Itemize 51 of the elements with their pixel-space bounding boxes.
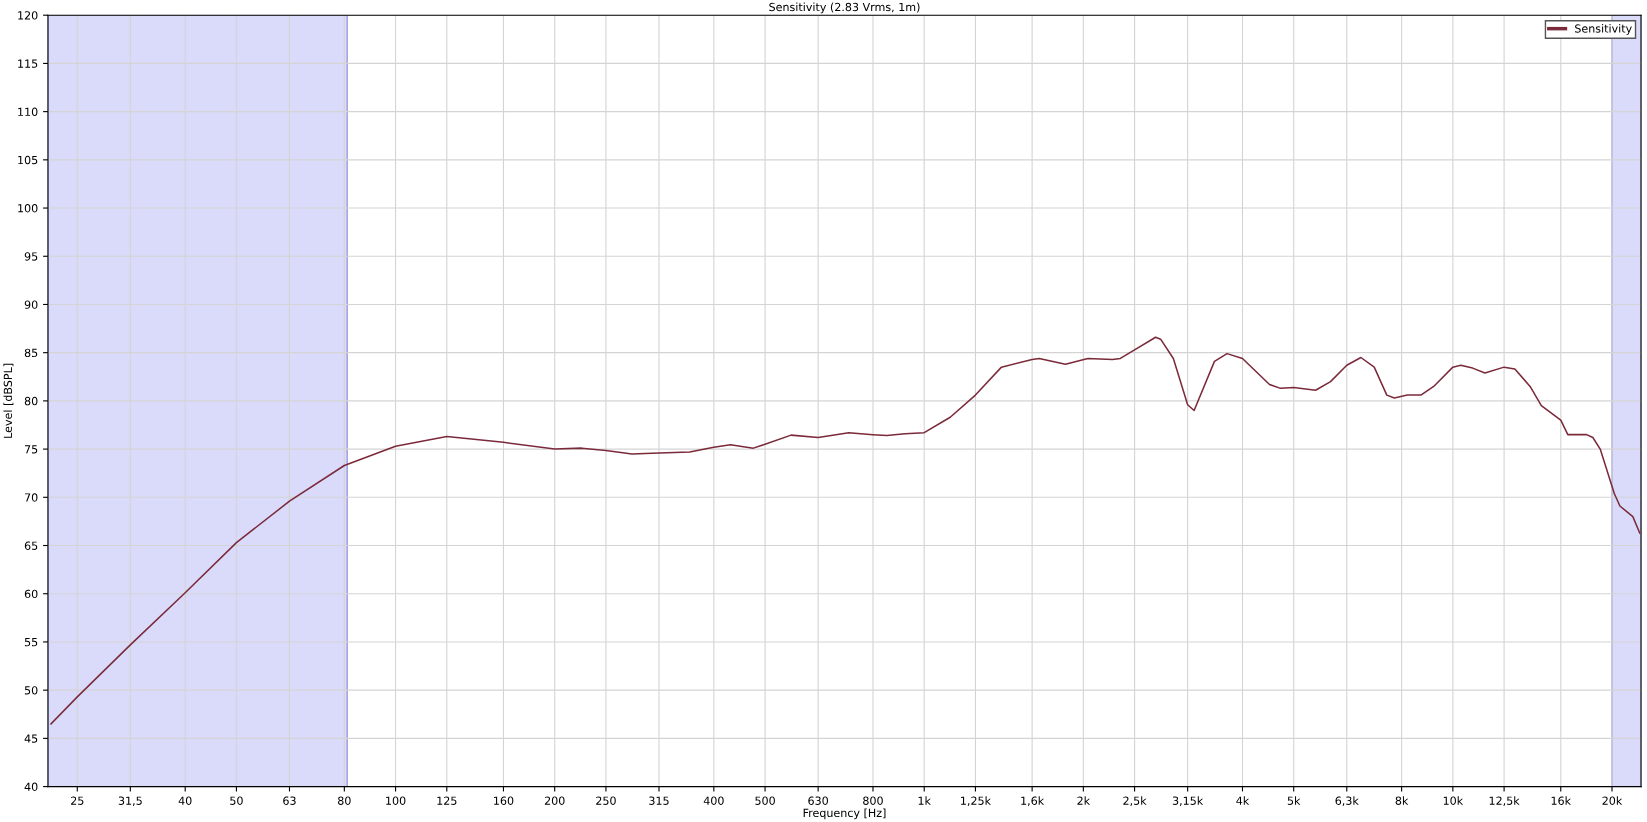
y-tick-label: 120 [18, 11, 38, 20]
x-tick-label: 16k [1551, 796, 1572, 805]
y-tick-label: 80 [24, 396, 38, 406]
x-tick-label: 4k [1236, 796, 1250, 805]
y-tick-label: 105 [18, 155, 38, 165]
x-tick-label: 250 [596, 796, 616, 805]
x-tick-label: 125 [437, 796, 457, 805]
x-tick-label: 8k [1395, 796, 1409, 805]
x-tick-label: 3,15k [1172, 796, 1204, 807]
x-tick-label: 31,5 [118, 796, 142, 807]
y-tick-label: 40 [24, 782, 38, 791]
x-tick-label: 2k [1077, 796, 1091, 805]
x-tick-label: 315 [649, 796, 669, 805]
x-tick-label: 5k [1287, 796, 1301, 805]
x-tick-label: 800 [863, 796, 883, 805]
y-tick-label: 65 [24, 541, 38, 550]
x-tick-label: 50 [230, 796, 243, 805]
y-tick-label: 75 [24, 445, 38, 454]
x-tick-label: 1,25k [961, 796, 991, 807]
x-tick-label: 63 [283, 796, 296, 805]
y-tick-label: 115 [18, 59, 38, 68]
x-tick-label: 10k [1443, 796, 1464, 805]
x-tick-label: 2,5k [1123, 796, 1147, 807]
x-tick-label: 80 [338, 796, 351, 805]
x-tick-label: 100 [386, 796, 406, 805]
y-tick-label: 110 [18, 107, 38, 117]
y-tick-label: 45 [24, 734, 38, 743]
y-tick-label: 100 [18, 204, 38, 213]
x-tick-label: 630 [808, 796, 828, 805]
x-tick-label: 1k [918, 796, 931, 805]
x-tick-label: 25 [71, 796, 84, 805]
x-tick-label: 160 [494, 796, 514, 805]
y-tick-label: 95 [24, 252, 38, 261]
x-tick-label: 500 [755, 796, 775, 805]
chart-title: Sensitivity (2.83 Vrms, 1m) [769, 2, 920, 14]
y-axis-title: Level [dBSPL] [3, 363, 14, 438]
x-tick-label: 12,5k [1489, 796, 1520, 807]
x-tick-label: 1,6k [1021, 796, 1045, 807]
y-tick-label: 85 [24, 348, 38, 358]
x-tick-label: 20k [1602, 796, 1623, 805]
x-tick-label: 200 [544, 796, 565, 805]
x-axis-title: Frequency [Hz] [803, 808, 886, 820]
y-tick-label: 55 [24, 638, 38, 647]
y-tick-label: 90 [24, 300, 38, 309]
x-tick-label: 400 [703, 796, 724, 805]
legend-label: Sensitivity [1575, 24, 1632, 35]
x-tick-label: 40 [178, 796, 192, 805]
y-tick-label: 70 [24, 493, 38, 502]
y-tick-label: 50 [24, 686, 38, 695]
y-tick-label: 60 [24, 589, 38, 599]
x-tick-label: 6,3k [1335, 796, 1359, 807]
